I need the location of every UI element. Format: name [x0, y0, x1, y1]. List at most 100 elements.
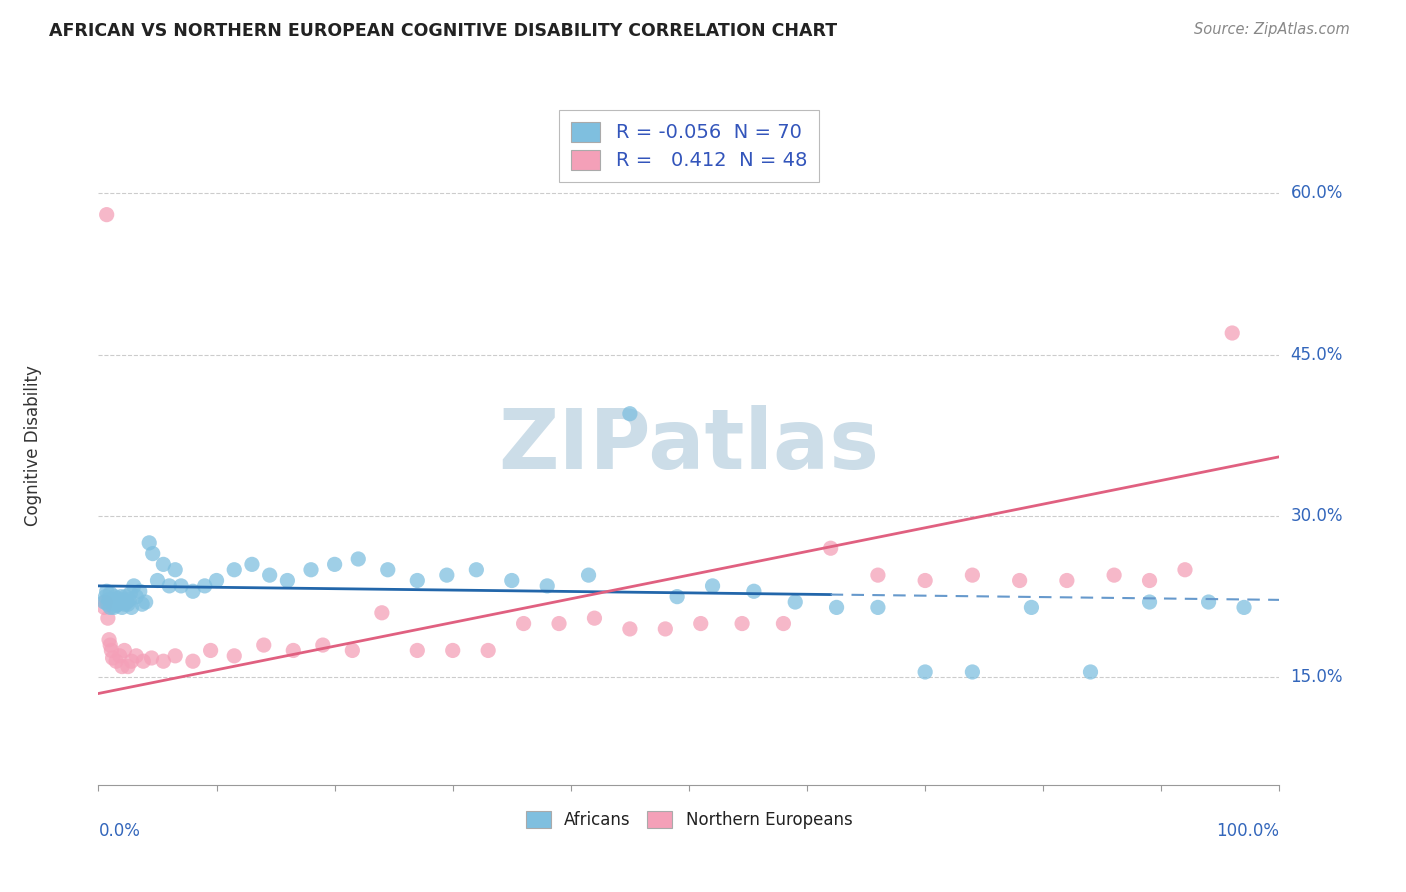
Point [141, 651, 163, 665]
Point [125, 648, 148, 663]
Point [146, 574, 169, 588]
Point [914, 574, 936, 588]
Point [101, 651, 124, 665]
Point [111, 595, 134, 609]
Text: 60.0%: 60.0% [1291, 184, 1343, 202]
Point [121, 654, 143, 668]
Point [94, 590, 117, 604]
Point [181, 584, 204, 599]
Point [1021, 600, 1043, 615]
Point [117, 659, 139, 673]
Point [224, 563, 246, 577]
Point [165, 563, 187, 577]
Point [536, 579, 558, 593]
Point [105, 599, 128, 613]
Point [1056, 574, 1078, 588]
Point [689, 616, 711, 631]
Point [772, 616, 794, 631]
Point [100, 643, 122, 657]
Point [98, 638, 121, 652]
Text: 45.0%: 45.0% [1291, 345, 1343, 364]
Point [1220, 326, 1243, 340]
Point [93, 595, 115, 609]
Point [157, 579, 180, 593]
Point [97, 597, 120, 611]
Point [138, 536, 160, 550]
Point [181, 654, 204, 668]
Point [1174, 563, 1197, 577]
Point [785, 595, 807, 609]
Point [820, 541, 842, 556]
Text: Cognitive Disability: Cognitive Disability [24, 366, 42, 526]
Point [112, 597, 135, 611]
Point [253, 638, 276, 652]
Point [962, 568, 984, 582]
Point [512, 616, 534, 631]
Point [114, 590, 136, 604]
Point [702, 579, 724, 593]
Point [548, 616, 571, 631]
Text: AFRICAN VS NORTHERN EUROPEAN COGNITIVE DISABILITY CORRELATION CHART: AFRICAN VS NORTHERN EUROPEAN COGNITIVE D… [49, 22, 838, 40]
Point [1008, 574, 1031, 588]
Point [111, 659, 134, 673]
Point [94, 595, 117, 609]
Point [371, 606, 394, 620]
Point [914, 665, 936, 679]
Point [436, 568, 458, 582]
Point [118, 593, 141, 607]
Point [259, 568, 281, 582]
Text: 15.0%: 15.0% [1291, 668, 1343, 686]
Point [121, 600, 143, 615]
Point [170, 579, 193, 593]
Point [866, 568, 889, 582]
Point [406, 574, 429, 588]
Point [125, 590, 148, 604]
Point [441, 643, 464, 657]
Text: 100.0%: 100.0% [1216, 822, 1279, 840]
Point [1233, 600, 1256, 615]
Point [98, 586, 121, 600]
Point [105, 591, 128, 606]
Point [205, 574, 228, 588]
Point [742, 584, 765, 599]
Point [1102, 568, 1125, 582]
Point [108, 648, 131, 663]
Point [406, 643, 429, 657]
Point [194, 579, 217, 593]
Point [1080, 665, 1102, 679]
Point [110, 590, 132, 604]
Point [108, 594, 131, 608]
Text: ZIPatlas: ZIPatlas [499, 406, 879, 486]
Point [152, 654, 174, 668]
Point [96, 584, 118, 599]
Point [105, 595, 128, 609]
Point [104, 590, 127, 604]
Point [666, 590, 689, 604]
Legend: Africans, Northern Europeans: Africans, Northern Europeans [517, 803, 860, 838]
Point [477, 643, 499, 657]
Point [115, 595, 138, 609]
Point [103, 600, 125, 615]
Point [501, 574, 523, 588]
Point [654, 622, 676, 636]
Point [93, 600, 115, 615]
Point [619, 407, 641, 421]
Point [578, 568, 600, 582]
Point [117, 597, 139, 611]
Text: 0.0%: 0.0% [98, 822, 141, 840]
Point [98, 600, 121, 615]
Point [962, 665, 984, 679]
Point [825, 600, 848, 615]
Point [120, 586, 142, 600]
Point [96, 208, 118, 222]
Point [111, 600, 134, 615]
Point [312, 638, 335, 652]
Point [1139, 595, 1161, 609]
Point [619, 622, 641, 636]
Point [142, 547, 165, 561]
Point [1198, 595, 1220, 609]
Point [283, 643, 305, 657]
Point [131, 597, 153, 611]
Point [132, 654, 155, 668]
Point [342, 643, 364, 657]
